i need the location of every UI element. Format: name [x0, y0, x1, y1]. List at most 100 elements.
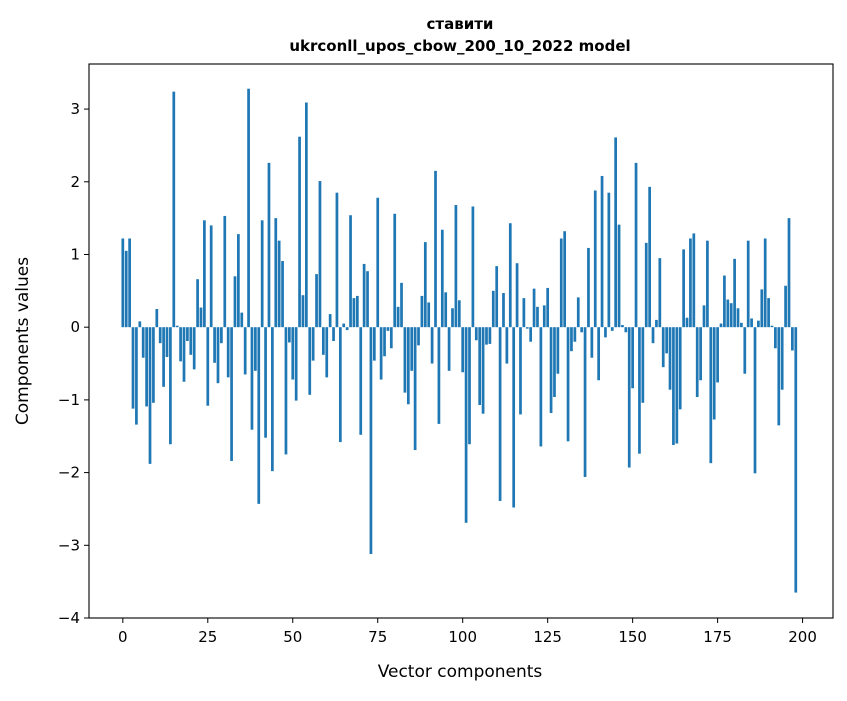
bar [716, 327, 719, 383]
bar [794, 327, 798, 593]
bar [315, 274, 318, 328]
bar [175, 325, 179, 328]
bar [189, 327, 193, 355]
bar [417, 327, 420, 346]
bar [706, 240, 709, 328]
bar [777, 327, 781, 426]
bar [124, 250, 128, 328]
bar [753, 327, 757, 474]
y-tick-label: −4 [58, 609, 80, 627]
bar [491, 290, 495, 328]
bar [192, 327, 196, 370]
bar [362, 263, 366, 328]
x-tick-label: 175 [703, 628, 732, 646]
y-axis-label: Components values [13, 257, 33, 425]
bar [726, 299, 730, 328]
bar [519, 327, 522, 415]
bar [138, 321, 142, 328]
x-tick-label: 125 [533, 628, 562, 646]
bar [366, 271, 369, 328]
bar [434, 170, 437, 328]
bar [468, 327, 471, 445]
bar [288, 327, 291, 343]
bar [379, 327, 383, 380]
bar [413, 327, 417, 451]
bar [740, 322, 743, 328]
bar [284, 327, 288, 455]
x-tick-label: 50 [283, 628, 302, 646]
bar [485, 327, 488, 345]
bar [757, 320, 760, 328]
bar [638, 327, 641, 454]
bar [750, 318, 753, 328]
bar [332, 327, 335, 341]
bar [672, 327, 675, 445]
bar [152, 327, 155, 403]
bar [651, 327, 655, 344]
bar [406, 327, 410, 405]
bar [291, 327, 295, 380]
bar [199, 307, 203, 328]
bar [607, 192, 611, 328]
bar [145, 327, 148, 407]
bar [135, 327, 138, 425]
bar [294, 327, 298, 401]
bar [454, 205, 458, 328]
bar [162, 327, 165, 387]
bar [233, 276, 237, 328]
bar [400, 282, 403, 328]
x-tick-label: 0 [118, 628, 128, 646]
bar [281, 261, 284, 328]
bar [774, 327, 777, 349]
bar [298, 136, 301, 328]
x-tick-label: 75 [368, 628, 387, 646]
bar [237, 234, 240, 328]
bar [457, 300, 461, 328]
bar [165, 327, 169, 357]
bar [257, 327, 261, 504]
bar [389, 327, 393, 349]
bar [369, 327, 373, 555]
bar [420, 295, 424, 328]
bar [216, 327, 220, 384]
bar [695, 327, 699, 397]
bar [196, 279, 199, 328]
bar [522, 298, 526, 328]
bar [597, 327, 601, 381]
bar [549, 327, 553, 413]
bar [546, 287, 550, 328]
y-tick-label: 3 [70, 100, 80, 118]
bar [699, 327, 702, 381]
bar [729, 303, 733, 328]
bar [525, 327, 529, 329]
bar [784, 285, 787, 328]
bar [271, 327, 274, 472]
bar [141, 327, 145, 358]
bar [155, 309, 159, 328]
bar [580, 327, 584, 333]
bar [668, 327, 672, 390]
bar [624, 327, 628, 333]
bar [559, 238, 563, 328]
x-tick-label: 25 [198, 628, 217, 646]
bar [733, 258, 736, 328]
bar [515, 263, 519, 328]
bar [277, 240, 281, 328]
bar [386, 327, 390, 331]
bar [444, 292, 448, 328]
bar [169, 327, 172, 445]
chart-subtitle: ukrconll_upos_cbow_200_10_2022 model [289, 37, 630, 55]
bar [328, 314, 332, 328]
bar [709, 327, 713, 464]
bar [243, 327, 247, 375]
bar [702, 305, 706, 328]
bar [230, 327, 233, 461]
bar [556, 327, 560, 374]
x-axis-label: Vector components [378, 662, 543, 682]
bar [529, 327, 533, 342]
bar [689, 238, 692, 328]
bar [634, 162, 638, 328]
bar [349, 215, 352, 328]
bar [182, 327, 186, 382]
